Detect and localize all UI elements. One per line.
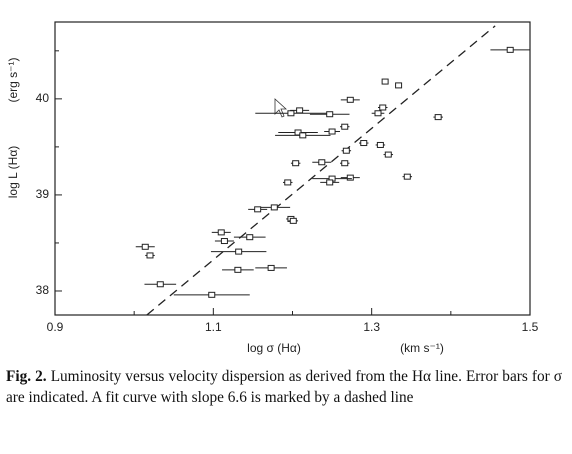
data-point xyxy=(287,110,295,117)
data-point xyxy=(318,159,326,166)
data-point xyxy=(403,173,411,180)
fit-line xyxy=(146,25,496,316)
y-tick-label: 38 xyxy=(36,283,50,297)
data-point xyxy=(234,266,242,273)
y-axis-label: log L (Hα) xyxy=(6,146,20,199)
y-tick-label: 39 xyxy=(36,187,50,201)
caption: Fig. 2. Luminosity versus velocity dispe… xyxy=(6,366,562,408)
x-tick-label: 0.9 xyxy=(47,320,64,334)
data-point xyxy=(395,82,403,89)
x-tick-label: 1.3 xyxy=(363,320,380,334)
data-point xyxy=(146,252,154,259)
caption-label: Fig. 2. xyxy=(6,368,47,385)
data-point xyxy=(434,114,442,121)
data-point xyxy=(341,160,349,167)
figure: log L (Hα) (erg s⁻¹) log σ (Hα) (km s⁻¹)… xyxy=(6,21,539,355)
data-point xyxy=(299,132,307,139)
data-point xyxy=(296,107,304,114)
data-point xyxy=(246,234,254,241)
data-point xyxy=(284,179,292,186)
data-point xyxy=(506,46,514,53)
data-point xyxy=(289,217,297,224)
data-point xyxy=(220,238,228,245)
data-point xyxy=(217,229,225,236)
data-point xyxy=(346,174,354,181)
data-point xyxy=(341,123,349,130)
x-axis-unit: (km s⁻¹) xyxy=(400,341,444,355)
plot-frame xyxy=(54,21,531,316)
data-point xyxy=(376,141,384,148)
data-point xyxy=(254,206,262,213)
data-point xyxy=(141,243,149,250)
data-point xyxy=(360,140,368,147)
x-tick-label: 1.1 xyxy=(205,320,222,334)
data-point xyxy=(235,248,243,255)
data-point xyxy=(292,160,300,167)
data-point xyxy=(270,204,278,211)
data-point xyxy=(328,128,336,135)
mouse-cursor xyxy=(274,98,288,118)
data-point xyxy=(374,110,382,117)
data-point xyxy=(326,179,334,186)
data-point xyxy=(379,104,387,111)
data-point xyxy=(346,96,354,103)
data-point xyxy=(267,264,275,271)
data-point xyxy=(342,147,350,154)
x-tick-label: 1.5 xyxy=(522,320,539,334)
data-point xyxy=(156,281,164,288)
data-point xyxy=(381,78,389,85)
y-tick-label: 40 xyxy=(36,91,50,105)
caption-text: Luminosity versus velocity dispersion as… xyxy=(6,368,562,406)
data-point xyxy=(326,111,334,118)
data-point xyxy=(208,291,216,298)
data-point xyxy=(384,151,392,158)
x-axis-label: log σ (Hα) xyxy=(247,341,301,355)
y-axis-unit: (erg s⁻¹) xyxy=(6,57,20,102)
